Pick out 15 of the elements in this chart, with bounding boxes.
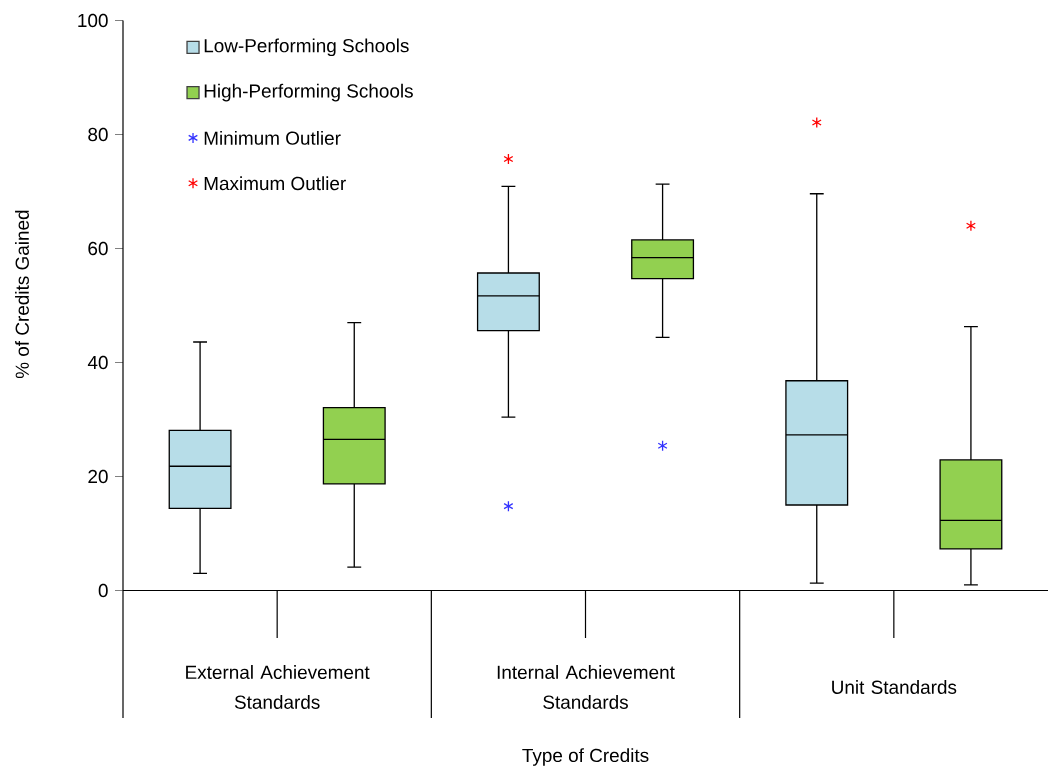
y-tick-label: 40 <box>87 355 108 370</box>
y-tick-label: 60 <box>88 241 108 256</box>
x-tick-label: External Achievement Standards <box>186 665 370 709</box>
y-tick-label: 20 <box>88 469 108 484</box>
legend-label: Maximum Outlier <box>204 176 346 191</box>
legend-label: Low-Performing Schools <box>204 38 409 57</box>
x-tick-label: Unit Standards <box>832 680 957 694</box>
legend-label: High-Performing Schools <box>204 83 413 102</box>
x-tick-label: Internal Achievement Standards <box>497 665 675 709</box>
y-tick-label: 80 <box>88 127 108 142</box>
x-axis-title: Type of Credits <box>522 748 649 766</box>
y-tick-label: 100 <box>78 13 108 28</box>
legend-label: Minimum Outlier <box>204 130 341 145</box>
y-tick-label: 0 <box>98 583 108 598</box>
y-axis-title: % of Credits Gained <box>15 210 29 379</box>
